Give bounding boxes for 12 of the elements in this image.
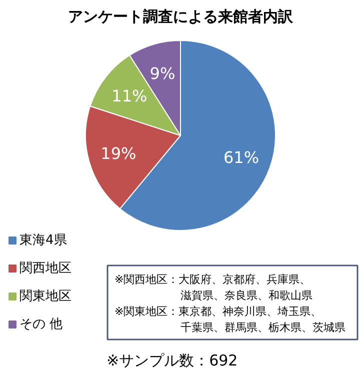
legend-label: 関東地区 [20,289,72,304]
data-label: 11% [112,86,148,106]
data-label: 9% [150,64,176,83]
text: ※関西地区：大阪府、京都府、兵庫県、滋賀県、奈良県、和歌山県 [114,273,312,302]
legend-label: その 他 [20,317,63,332]
legend-label: 東海4県 [20,233,67,248]
chart-title: アンケート調査による来館者内訳 [68,8,294,26]
text: ※サンプル数：692 [106,352,238,370]
data-label: 61% [224,148,260,167]
legend-label: 関西地区 [20,261,72,276]
text: ※関東地区：東京都、神奈川県、埼玉県、千葉県、群馬県、栃木県、茨城県 [114,305,346,334]
data-label: 19% [100,144,136,164]
